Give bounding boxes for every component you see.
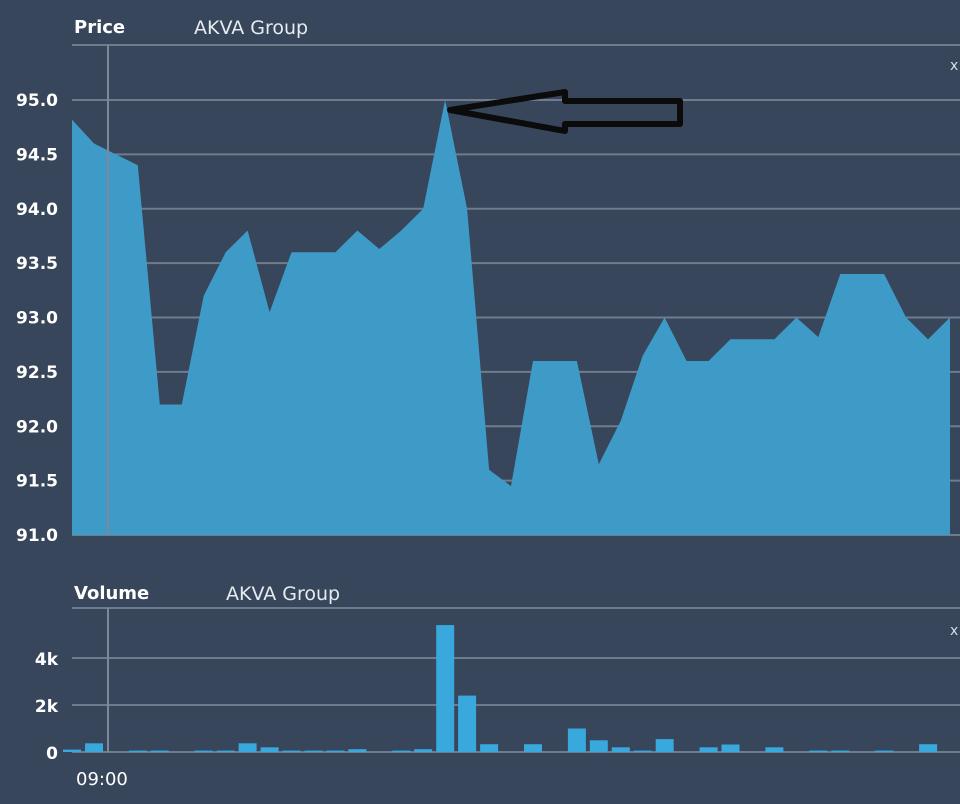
- x-tick-label: 09:00: [76, 769, 128, 790]
- volume-bar: [150, 750, 169, 752]
- volume-bar: [809, 750, 828, 752]
- volume-bars: [63, 625, 938, 753]
- volume-subtitle: AKVA Group: [226, 583, 340, 605]
- volume-bar: [458, 695, 477, 752]
- volume-bar: [260, 747, 279, 752]
- volume-bar: [875, 750, 894, 752]
- price-title: Price: [74, 17, 125, 38]
- volume-y-tick-label: 4k: [35, 650, 59, 670]
- volume-bar: [304, 750, 323, 752]
- price-y-tick-label: 94.5: [16, 145, 58, 165]
- volume-bar: [238, 743, 257, 752]
- volume-bar: [326, 750, 345, 752]
- volume-bar: [831, 750, 850, 752]
- price-y-tick-label: 95.0: [16, 91, 58, 111]
- volume-bar: [282, 750, 301, 752]
- volume-bar: [436, 625, 455, 752]
- volume-title: Volume: [74, 583, 149, 604]
- volume-bar: [721, 744, 740, 752]
- volume-bar: [765, 747, 784, 752]
- price-y-tick-label: 93.5: [16, 254, 58, 274]
- price-area: [72, 100, 950, 535]
- volume-bar: [480, 744, 499, 752]
- volume-bar: [589, 740, 608, 753]
- volume-bar: [85, 743, 103, 752]
- volume-bar: [919, 744, 938, 752]
- volume-y-tick-label: 0: [46, 744, 58, 764]
- volume-bar: [611, 747, 630, 752]
- volume-bar: [699, 747, 718, 752]
- price-y-tick-label: 92.0: [16, 417, 58, 437]
- volume-bar: [655, 739, 674, 752]
- volume-grid: [72, 657, 960, 753]
- price-y-tick-label: 91.0: [16, 526, 58, 546]
- price-y-tick-label: 91.5: [16, 472, 58, 492]
- volume-bar: [194, 750, 213, 752]
- volume-bar: [567, 728, 586, 752]
- volume-y-axis: 0 2k 4k: [35, 650, 59, 764]
- price-y-tick-label: 94.0: [16, 200, 58, 220]
- volume-y-tick-label: 2k: [35, 697, 59, 717]
- volume-edge-marker: x: [950, 623, 958, 639]
- volume-bar: [392, 750, 411, 752]
- price-y-axis: 91.0 91.5 92.0 92.5 93.0 93.5 94.0 94.5 95.0: [16, 91, 58, 546]
- volume-bar: [128, 750, 147, 752]
- volume-bar: [216, 750, 235, 752]
- price-y-tick-label: 92.5: [16, 363, 58, 383]
- price-edge-marker: x: [950, 58, 958, 74]
- price-y-tick-label: 93.0: [16, 309, 58, 329]
- volume-bar: [524, 744, 542, 752]
- volume-bar: [63, 749, 81, 752]
- price-subtitle: AKVA Group: [194, 17, 308, 39]
- volume-bar: [633, 750, 652, 752]
- volume-bar: [348, 749, 367, 752]
- volume-bar: [414, 749, 433, 752]
- annotation-arrow: [447, 89, 683, 134]
